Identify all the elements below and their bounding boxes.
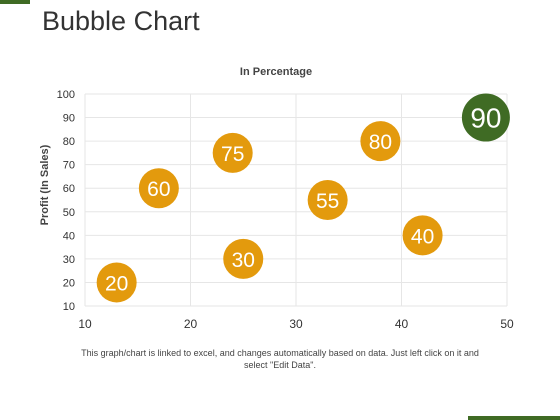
- footnote: This graph/chart is linked to excel, and…: [81, 348, 479, 370]
- y-tick-label: 10: [63, 301, 75, 313]
- bubble-circle: [138, 168, 179, 209]
- y-tick-label: 70: [63, 160, 75, 172]
- bubbles: 20 60 75 30 55 80 40 90: [96, 93, 510, 303]
- bubble-circle: [360, 121, 401, 162]
- y-tick-label: 20: [63, 277, 75, 289]
- bubble-label: 55: [316, 190, 339, 213]
- bubble-label: 30: [232, 249, 255, 272]
- bubble-circle: [96, 262, 137, 303]
- bubble: 60: [138, 168, 179, 209]
- bubble-label: 20: [105, 272, 128, 295]
- y-tick-label: 100: [57, 89, 75, 101]
- y-tick-labels: 10 20 30 40 50 60 70 80 90 100: [57, 89, 75, 313]
- bubble-circle: [212, 132, 253, 173]
- grid-lines: [84, 93, 508, 307]
- chart-subtitle: In Percentage: [240, 66, 312, 78]
- bubble: 55: [307, 180, 348, 220]
- x-tick-label: 30: [289, 317, 303, 331]
- x-tick-label: 10: [78, 317, 92, 331]
- bubble-circle: [307, 180, 348, 220]
- y-tick-label: 50: [63, 207, 75, 219]
- bubble-circle: [461, 93, 510, 142]
- bubble: 90: [461, 93, 510, 142]
- bubble-circle: [402, 215, 443, 256]
- page-title: Bubble Chart: [42, 6, 200, 36]
- y-tick-label: 30: [63, 254, 75, 266]
- y-axis-label: Profit (In Sales): [39, 144, 51, 225]
- x-tick-labels: 10 20 30 40 50: [78, 317, 514, 331]
- y-tick-label: 80: [63, 136, 75, 148]
- bubble-label: 60: [147, 178, 170, 201]
- bubble: 80: [360, 121, 401, 162]
- bubble-label: 75: [221, 143, 244, 166]
- x-tick-label: 40: [395, 317, 409, 331]
- y-tick-label: 90: [63, 113, 75, 125]
- bubble: 40: [402, 215, 443, 256]
- bubble: 20: [96, 262, 137, 303]
- y-tick-label: 60: [63, 183, 75, 195]
- bubble: 75: [212, 132, 253, 173]
- bottom-accent-bar: [468, 416, 560, 420]
- bubble-circle: [223, 238, 264, 279]
- y-tick-label: 40: [63, 230, 75, 242]
- top-accent-bar: [0, 0, 30, 4]
- bubble: 30: [223, 238, 264, 279]
- bubble-label: 40: [411, 225, 434, 248]
- x-tick-label: 20: [184, 317, 198, 331]
- bubble-label: 90: [470, 103, 501, 134]
- bubble-label: 80: [369, 131, 392, 154]
- x-tick-label: 50: [500, 317, 514, 331]
